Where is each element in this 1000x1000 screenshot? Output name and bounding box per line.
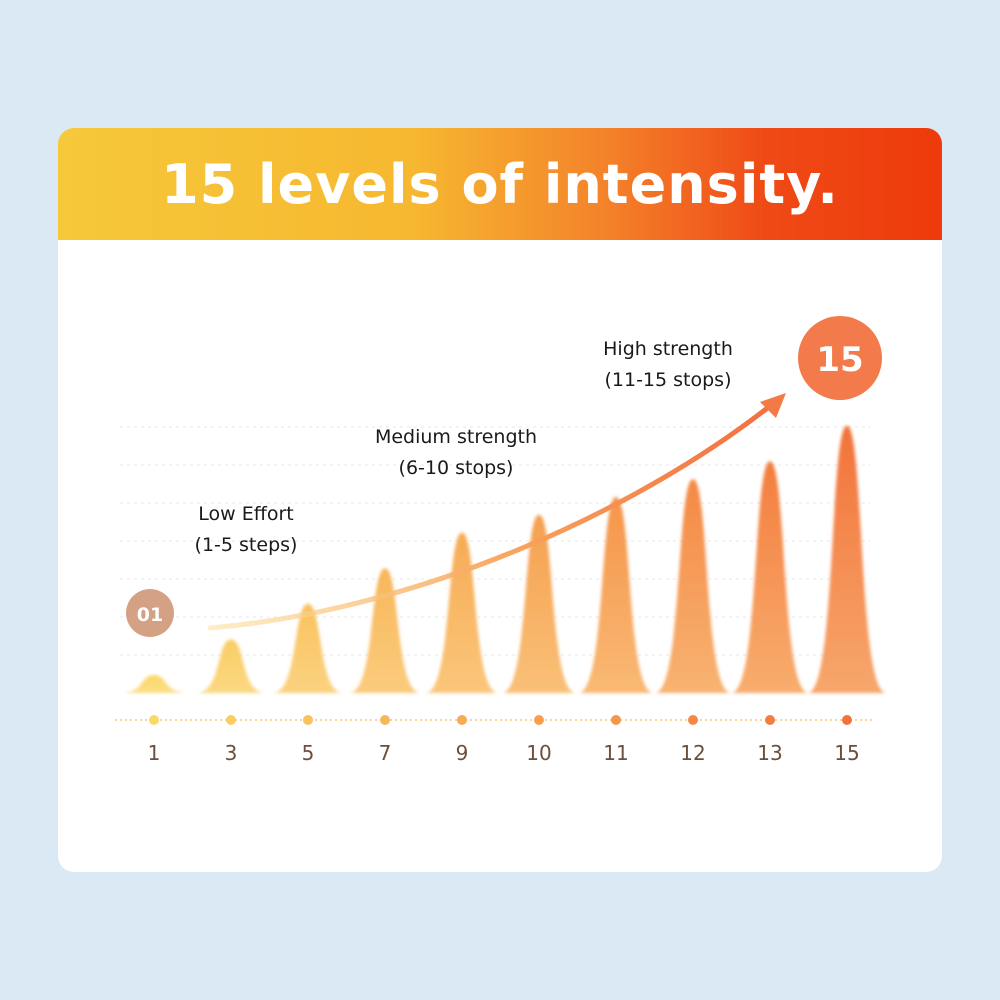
axis-dot-7	[380, 715, 390, 725]
axis-dot-11	[611, 715, 621, 725]
annotation-medium-range: (6-10 stops)	[399, 457, 514, 479]
axis-dot-5	[303, 715, 313, 725]
start-badge-circle	[126, 589, 174, 637]
start-badge: 01	[126, 589, 174, 637]
tick-label-3: 3	[225, 741, 238, 765]
intensity-peak-9	[425, 532, 499, 693]
intensity-peak-12	[654, 479, 732, 693]
axis-dot-3	[226, 715, 236, 725]
axis-dot-10	[534, 715, 544, 725]
annotation-low-range: (1-5 steps)	[195, 534, 298, 556]
tick-label-10: 10	[526, 741, 551, 765]
growth-arrow	[207, 399, 778, 631]
annotation-low-title: Low Effort	[198, 503, 293, 525]
axis-dot-1	[149, 715, 159, 725]
intensity-peaks	[120, 425, 887, 693]
end-badge-label: 15	[816, 340, 863, 380]
intensity-peak-3	[196, 639, 266, 693]
tick-label-15: 15	[834, 741, 859, 765]
end-badge-circle	[798, 316, 882, 400]
annotation-high: High strength (11-15 stops)	[603, 338, 733, 391]
tick-label-1: 1	[148, 741, 161, 765]
start-badge-label: 01	[137, 604, 163, 626]
intensity-peak-11	[578, 496, 654, 693]
tick-label-12: 12	[680, 741, 705, 765]
tick-label-5: 5	[302, 741, 315, 765]
axis-dot-9	[457, 715, 467, 725]
axis-dot-13	[765, 715, 775, 725]
intensity-peak-10	[502, 514, 576, 693]
annotation-medium: Medium strength (6-10 stops)	[375, 426, 537, 479]
tick-label-11: 11	[603, 741, 628, 765]
tick-label-9: 9	[456, 741, 469, 765]
end-badge: 15	[798, 316, 882, 400]
intensity-peak-5	[272, 603, 344, 693]
axis-dot-15	[842, 715, 852, 725]
intensity-card: 15 levels of intensity.	[58, 128, 942, 872]
annotation-low: Low Effort (1-5 steps)	[195, 503, 298, 556]
tick-label-7: 7	[379, 741, 392, 765]
intensity-arrow	[207, 393, 786, 631]
x-axis: 1 3 5 7 9 10 11 12 13 15	[115, 715, 872, 765]
intensity-peak-13	[731, 461, 809, 693]
annotation-high-title: High strength	[603, 338, 733, 360]
banner-title: 15 levels of intensity.	[161, 152, 839, 216]
arrow-head-icon	[760, 393, 786, 418]
intensity-peak-1	[120, 675, 188, 693]
intensity-peak-7	[349, 568, 421, 693]
annotation-medium-title: Medium strength	[375, 426, 537, 448]
axis-dot-12	[688, 715, 698, 725]
annotation-high-range: (11-15 stops)	[604, 369, 731, 391]
tick-label-13: 13	[757, 741, 782, 765]
intensity-peak-15	[807, 425, 887, 693]
title-banner: 15 levels of intensity.	[58, 128, 942, 240]
